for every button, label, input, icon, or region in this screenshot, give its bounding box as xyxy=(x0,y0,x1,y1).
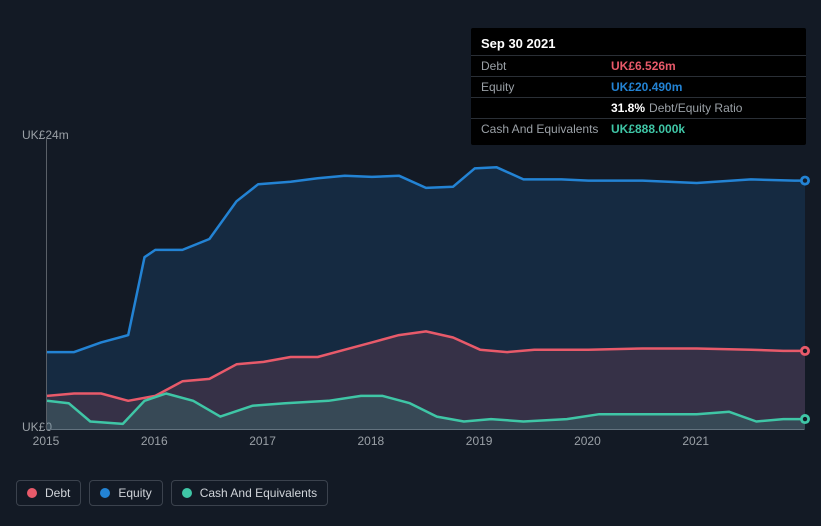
legend-swatch xyxy=(182,488,192,498)
plot-svg xyxy=(47,138,805,430)
chart: UK£24mUK£0 2015201620172018201920202021 xyxy=(16,120,806,440)
x-tick-label: 2019 xyxy=(466,434,493,448)
tooltip-row: DebtUK£6.526m xyxy=(471,55,806,76)
legend-label: Debt xyxy=(45,486,70,500)
tooltip-row-label: Debt xyxy=(481,59,611,73)
legend-label: Equity xyxy=(118,486,151,500)
end-marker xyxy=(800,346,810,356)
tooltip-row-value: 31.8% xyxy=(611,101,645,115)
tooltip-row-label: Equity xyxy=(481,80,611,94)
legend-swatch xyxy=(27,488,37,498)
end-marker xyxy=(800,414,810,424)
end-marker xyxy=(800,176,810,186)
legend-item[interactable]: Cash And Equivalents xyxy=(171,480,328,506)
tooltip-date: Sep 30 2021 xyxy=(471,34,806,55)
legend-item[interactable]: Equity xyxy=(89,480,162,506)
x-axis: 2015201620172018201920202021 xyxy=(46,434,804,454)
tooltip-row-label xyxy=(481,101,611,115)
tooltip-row-value: UK£20.490m xyxy=(611,80,682,94)
x-tick-label: 2018 xyxy=(357,434,384,448)
tooltip-row: 31.8% Debt/Equity Ratio xyxy=(471,97,806,118)
x-tick-label: 2017 xyxy=(249,434,276,448)
x-tick-label: 2020 xyxy=(574,434,601,448)
legend-item[interactable]: Debt xyxy=(16,480,81,506)
tooltip-row-extra: Debt/Equity Ratio xyxy=(649,101,742,115)
tooltip-row: EquityUK£20.490m xyxy=(471,76,806,97)
x-tick-label: 2021 xyxy=(682,434,709,448)
legend: Debt Equity Cash And Equivalents xyxy=(16,480,328,506)
legend-label: Cash And Equivalents xyxy=(200,486,317,500)
x-tick-label: 2016 xyxy=(141,434,168,448)
x-tick-label: 2015 xyxy=(33,434,60,448)
plot-area[interactable] xyxy=(46,138,804,430)
tooltip-row-value: UK£6.526m xyxy=(611,59,676,73)
legend-swatch xyxy=(100,488,110,498)
